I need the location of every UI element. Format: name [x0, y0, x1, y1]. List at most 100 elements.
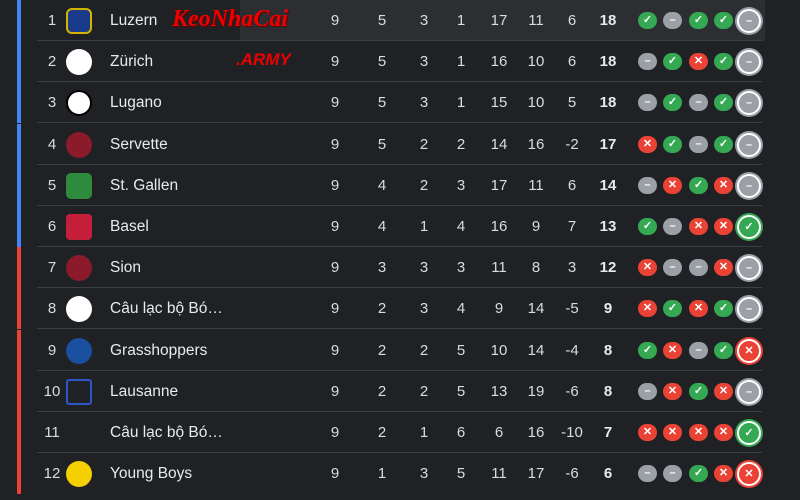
form-loss-icon[interactable]: ✕: [663, 176, 682, 194]
stat-w: 5: [377, 12, 387, 29]
table-row[interactable]: 4 Servette 9 5 2 2 14 16 -2 17 ✕ ✓ – ✓ –: [0, 123, 800, 165]
form-win-icon[interactable]: ✓: [638, 12, 657, 29]
team-name[interactable]: Grasshoppers: [110, 341, 208, 359]
form-win-icon[interactable]: ✓: [689, 176, 708, 194]
stat-p: 9: [330, 341, 340, 359]
rank: 6: [47, 218, 57, 235]
table-row[interactable]: 6 Basel 9 4 1 4 16 9 7 13 ✓ – ✕ ✕ ✓: [0, 206, 800, 247]
form-win-icon[interactable]: ✓: [689, 465, 708, 483]
form-loss-icon[interactable]: ✕: [689, 53, 708, 71]
form-loss-icon[interactable]: ✕: [714, 382, 733, 400]
table-row[interactable]: 1 Luzern 9 5 3 1 17 11 6 18 ✓ – ✓ ✓ –: [0, 0, 800, 41]
form-win-icon[interactable]: ✓: [714, 12, 733, 29]
form-draw-icon[interactable]: –: [737, 256, 761, 281]
team-name[interactable]: Câu lạc bộ Bó…: [110, 424, 223, 441]
form-loss-icon[interactable]: ✕: [638, 135, 657, 153]
form-draw-icon[interactable]: –: [737, 297, 761, 322]
form-draw-icon[interactable]: –: [663, 218, 682, 235]
form-draw-icon[interactable]: –: [737, 173, 761, 198]
form-loss-icon[interactable]: ✕: [737, 338, 761, 363]
team-name[interactable]: Basel: [110, 218, 149, 235]
team-name[interactable]: Lugano: [110, 94, 162, 112]
form-draw-icon[interactable]: –: [638, 94, 657, 112]
table-row[interactable]: 11 Câu lạc bộ Bó… 9 2 1 6 6 16 -10 7 ✕ ✕ ✕ ✕ ✓: [0, 412, 800, 453]
table-row[interactable]: 9 Grasshoppers 9 2 2 5 10 14 -4 8 ✓ ✕ – ✓ ✕: [0, 329, 800, 371]
stat-w: 4: [377, 218, 387, 235]
rank: 7: [47, 259, 57, 277]
form-win-icon[interactable]: ✓: [737, 421, 761, 445]
form-draw-icon[interactable]: –: [663, 259, 682, 277]
form-draw-icon[interactable]: –: [737, 50, 761, 75]
form-loss-icon[interactable]: ✕: [714, 465, 733, 483]
team-name[interactable]: Luzern: [110, 12, 158, 29]
form-loss-icon[interactable]: ✕: [689, 218, 708, 235]
form-draw-icon[interactable]: –: [737, 132, 761, 157]
row-divider: [37, 122, 762, 124]
form-win-icon[interactable]: ✓: [714, 53, 733, 71]
stat-gf: 14: [490, 135, 508, 153]
team-name[interactable]: Young Boys: [110, 465, 193, 483]
team-name[interactable]: Servette: [110, 135, 168, 153]
stat-pts: 18: [599, 53, 617, 71]
form-loss-icon[interactable]: ✕: [663, 382, 682, 400]
form-loss-icon[interactable]: ✕: [638, 424, 657, 441]
form-win-icon[interactable]: ✓: [714, 300, 733, 318]
form-win-icon[interactable]: ✓: [689, 12, 708, 29]
form-draw-icon[interactable]: –: [638, 53, 657, 71]
form-loss-icon[interactable]: ✕: [663, 424, 682, 441]
team-logo: [66, 214, 92, 240]
team-name[interactable]: Câu lạc bộ Bó…: [110, 300, 223, 318]
form-win-icon[interactable]: ✓: [663, 53, 682, 71]
form-win-icon[interactable]: ✓: [714, 94, 733, 112]
team-name[interactable]: Lausanne: [110, 382, 179, 400]
form-loss-icon[interactable]: ✕: [689, 424, 708, 441]
form-win-icon[interactable]: ✓: [714, 135, 733, 153]
form-win-icon[interactable]: ✓: [663, 300, 682, 318]
form-draw-icon[interactable]: –: [689, 94, 708, 112]
table-row[interactable]: 8 Câu lạc bộ Bó… 9 2 3 4 9 14 -5 9 ✕ ✓ ✕ ✓ –: [0, 288, 800, 330]
form-draw-icon[interactable]: –: [638, 382, 657, 400]
form-win-icon[interactable]: ✓: [638, 341, 657, 359]
form-loss-icon[interactable]: ✕: [689, 300, 708, 318]
team-name[interactable]: Sion: [110, 259, 142, 277]
form-win-icon[interactable]: ✓: [663, 94, 682, 112]
stat-gd: -4: [565, 341, 579, 359]
form-draw-icon[interactable]: –: [663, 12, 682, 29]
form-draw-icon[interactable]: –: [638, 465, 657, 483]
form-draw-icon[interactable]: –: [689, 135, 708, 153]
form-draw-icon[interactable]: –: [737, 9, 761, 33]
form-win-icon[interactable]: ✓: [714, 341, 733, 359]
form-loss-icon[interactable]: ✕: [638, 259, 657, 277]
table-row[interactable]: 2 Zürich 9 5 3 1 16 10 6 18– ✓ ✕ ✓ –: [0, 41, 800, 83]
form-draw-icon[interactable]: –: [638, 176, 657, 194]
form-draw-icon[interactable]: –: [663, 465, 682, 483]
table-row[interactable]: 10 Lausanne 9 2 2 5 13 19 -6 8– ✕ ✓ ✕ –: [0, 370, 800, 412]
form-loss-icon[interactable]: ✕: [714, 176, 733, 194]
form-loss-icon[interactable]: ✕: [663, 341, 682, 359]
team-name[interactable]: St. Gallen: [110, 176, 179, 194]
form-loss-icon[interactable]: ✕: [714, 424, 733, 441]
form-win-icon[interactable]: ✓: [737, 215, 761, 239]
form-draw-icon[interactable]: –: [689, 259, 708, 277]
table-row[interactable]: 7 Sion 9 3 3 3 11 8 3 12 ✕ – – ✕ –: [0, 247, 800, 289]
form-loss-icon[interactable]: ✕: [638, 300, 657, 318]
table-row[interactable]: 5 St. Gallen 9 4 2 3 17 11 6 14– ✕ ✓ ✕ –: [0, 164, 800, 206]
form-win-icon[interactable]: ✓: [689, 382, 708, 400]
stat-gd: 5: [567, 94, 577, 112]
form-draw-icon[interactable]: –: [689, 341, 708, 359]
table-row[interactable]: 3 Lugano 9 5 3 1 15 10 5 18– ✓ – ✓ –: [0, 82, 800, 124]
form-loss-icon[interactable]: ✕: [737, 462, 761, 487]
table-row[interactable]: 12 Young Boys 9 1 3 5 11 17 -6 6– – ✓ ✕ ✕: [0, 453, 800, 495]
form-win-icon[interactable]: ✓: [638, 218, 657, 235]
stat-gf: 9: [494, 300, 504, 318]
row-divider: [37, 163, 762, 165]
row-divider: [37, 246, 762, 247]
form-win-icon[interactable]: ✓: [663, 135, 682, 153]
form-loss-icon[interactable]: ✕: [714, 218, 733, 235]
form-draw-icon[interactable]: –: [737, 379, 761, 404]
stat-gf: 6: [494, 424, 504, 441]
form-loss-icon[interactable]: ✕: [714, 259, 733, 277]
rank: 9: [47, 341, 57, 359]
form-draw-icon[interactable]: –: [737, 91, 761, 116]
team-name[interactable]: Zürich: [110, 53, 154, 71]
